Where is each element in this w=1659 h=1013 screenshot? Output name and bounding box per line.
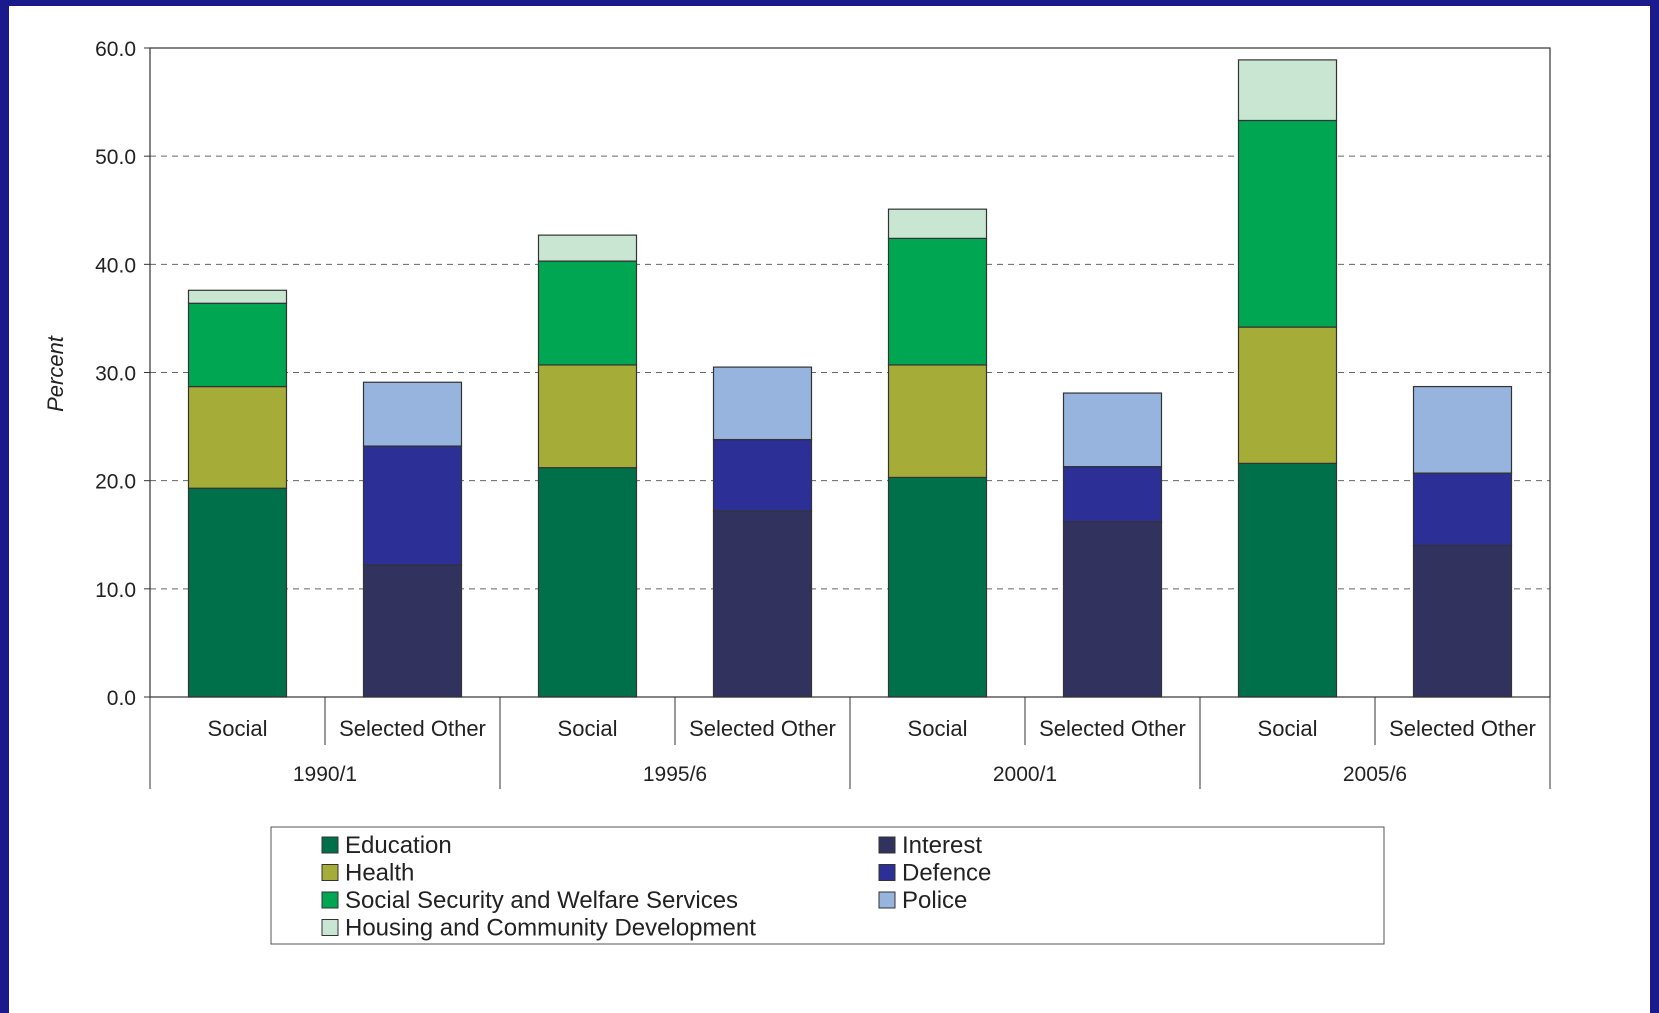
bar-segment [362,564,463,698]
chart-frame: 0.0 10.0 20.0 30.0 40.0 50.0 60.0 Social Selecte… [9,6,1650,1013]
bar-segment [1412,544,1513,698]
legend-swatch [878,836,896,854]
x-subcategory-label: Selected Other [339,716,486,741]
legend-label: Defence [902,860,991,887]
bar-segment [362,445,463,566]
y-tick-label: 40.0 [95,254,136,277]
y-axis-label: Percent [43,335,68,412]
legend-swatch [321,919,339,936]
legend-label: Social Security and Welfare Services [345,887,738,914]
stacked-bar-chart: 0.0 10.0 20.0 30.0 40.0 50.0 60.0 Social Selecte… [43,38,1551,945]
bar-segment [712,438,813,512]
y-tick-label: 20.0 [95,471,136,494]
x-subcategory-label: Selected Other [1039,716,1186,741]
bar-segment [362,381,463,447]
bar-segment [537,260,638,366]
x-subcategory-label: Social [208,716,268,741]
y-tick-label: 30.0 [95,363,136,386]
legend-label: Housing and Community Development [345,915,756,942]
legend-label: Police [902,887,967,914]
bar-segment [712,366,813,441]
bar-segment [1237,462,1338,698]
x-subcategory-label: Social [558,716,618,741]
bar-segment [1237,326,1338,464]
bar-segment [1412,385,1513,474]
bar-segment [187,289,288,304]
bar-segment [537,234,638,262]
legend-box [270,826,1385,945]
y-tick-label: 0.0 [107,687,136,710]
bar-segment [1062,466,1163,523]
bar-segment [712,510,813,698]
bar-segment [537,364,638,469]
y-tick-label: 60.0 [95,38,136,61]
legend-label: Health [345,860,414,887]
bar-segment [887,208,988,239]
bar-segment [187,302,288,388]
legend-label: Interest [902,832,982,859]
x-group-label: 2005/6 [1343,763,1407,786]
axes: 0.0 10.0 20.0 30.0 40.0 50.0 60.0 Social Selecte… [95,38,1551,789]
legend-swatch [321,836,339,854]
legend-swatch [321,864,339,881]
bar-segment [1412,472,1513,547]
bar-segment [1237,59,1338,122]
x-subcategory-label: Selected Other [1389,716,1536,741]
bar-segment [537,467,638,698]
bar-segment [887,237,988,366]
legend-swatch [878,864,896,881]
bar-segment [1062,392,1163,468]
bar-segment [1062,521,1163,698]
bars [187,59,1513,698]
x-group-label: 2000/1 [993,763,1057,786]
legend-label: Education [345,832,452,859]
legend-swatch [321,891,339,909]
bar-segment [187,487,288,698]
x-subcategory-label: Social [908,716,968,741]
legend-swatch [878,891,896,909]
y-tick-label: 50.0 [95,146,136,169]
bar-segment [1237,119,1338,328]
x-group-label: 1990/1 [293,763,357,786]
x-group-label: 1995/6 [643,763,707,786]
bar-segment [887,476,988,698]
y-tick-label: 10.0 [95,579,136,602]
bar-segment [187,385,288,489]
x-subcategory-label: Selected Other [689,716,836,741]
x-subcategory-label: Social [1258,716,1318,741]
gridlines [150,155,1550,590]
bar-segment [887,364,988,479]
